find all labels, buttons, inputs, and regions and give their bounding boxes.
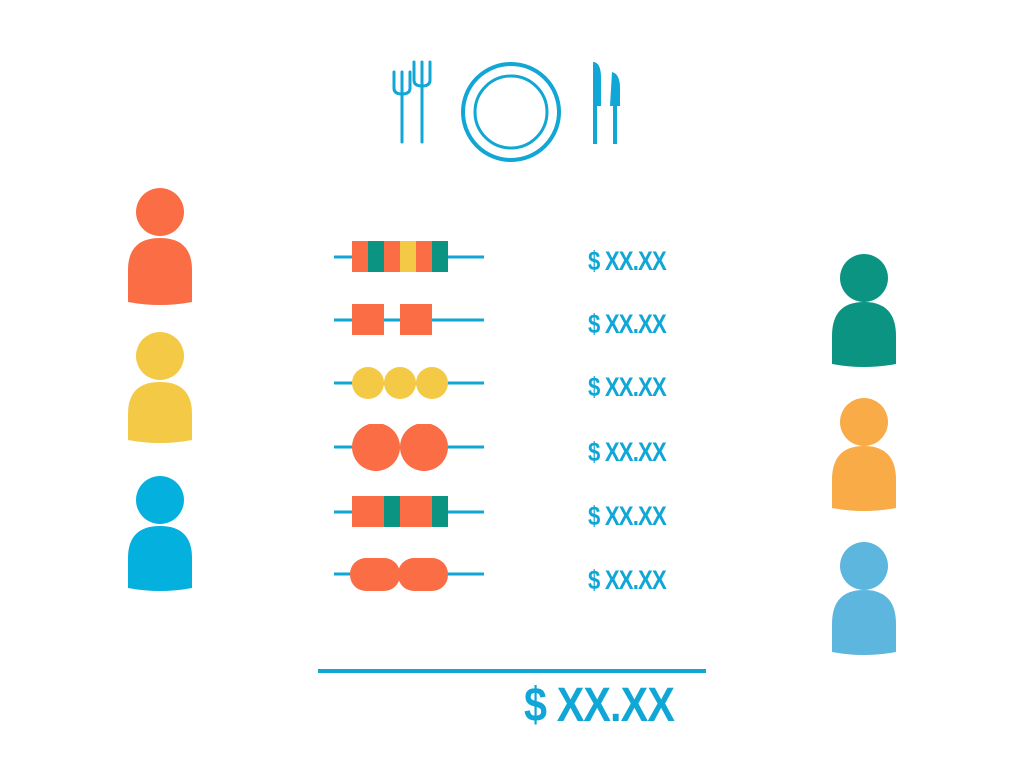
total-divider [318,669,706,673]
item-price: $ XX.XX [588,309,667,339]
person-head [840,254,888,302]
teal-striped-skewer-icon [334,496,484,527]
square-skewer-icon [334,304,484,335]
striped-skewer-icon [334,241,484,272]
item-price: $ XX.XX [588,372,667,402]
person-head [840,542,888,590]
person-head [136,188,184,236]
fork-icon [392,60,432,144]
person-yellow [128,332,192,443]
knife-icon [593,62,620,144]
person-body [128,238,192,305]
person-amber [832,398,896,511]
person-body [128,526,192,591]
person-orange [128,188,192,305]
total-price: $ XX.XX [524,679,675,732]
item-price: $ XX.XX [588,246,667,276]
person-light-blue [832,542,896,655]
person-body [128,382,192,443]
sausage-skewer-icon [334,558,484,591]
person-body [832,446,896,511]
person-body [832,302,896,367]
person-head [840,398,888,446]
person-body [832,590,896,655]
person-teal [832,254,896,367]
meatball-skewer-icon [334,424,484,471]
person-head [136,476,184,524]
plate-icon [461,62,561,162]
item-price: $ XX.XX [588,565,667,595]
item-price: $ XX.XX [588,501,667,531]
person-blue [128,476,192,591]
yellow-ball-skewer-icon [334,367,484,399]
item-price: $ XX.XX [588,437,667,467]
person-head [136,332,184,380]
